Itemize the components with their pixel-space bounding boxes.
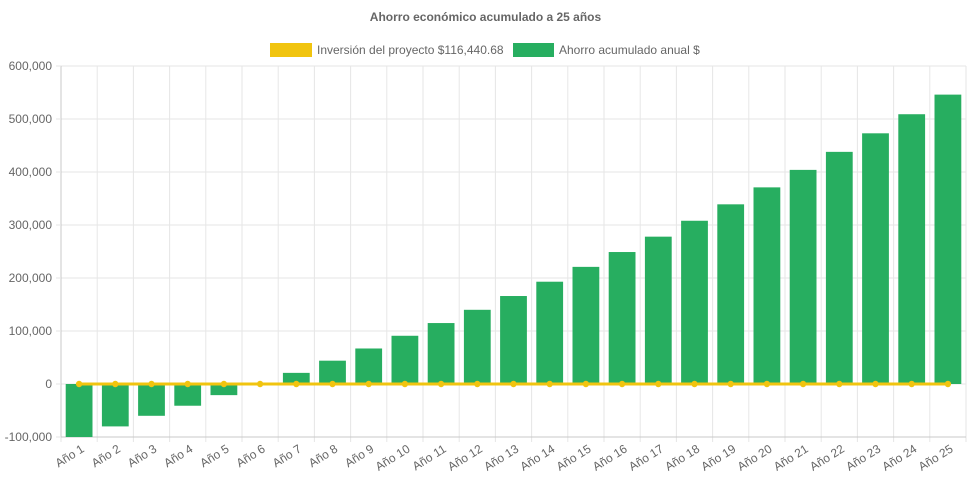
y-axis: 600,000 500,000 400,000 300,000 200,000 100,0… — [5, 59, 61, 444]
bar — [210, 384, 238, 396]
bar — [319, 360, 346, 384]
x-tick-label: Año 18 — [662, 442, 702, 474]
bar — [536, 281, 564, 384]
x-tick-label: Año 12 — [445, 442, 485, 474]
line-point — [944, 380, 952, 388]
line-point — [148, 380, 155, 388]
bar — [355, 348, 383, 384]
y-tick-label: 0 — [45, 377, 52, 391]
x-tick-label: Año 4 — [161, 441, 195, 470]
bar — [427, 323, 455, 384]
x-tick-label: Año 2 — [89, 441, 123, 470]
line-point — [401, 380, 409, 388]
bar — [934, 94, 962, 385]
x-tick-label: Año 13 — [481, 442, 521, 474]
bar — [138, 384, 165, 416]
line-point — [727, 380, 734, 388]
x-tick-label: Año 6 — [234, 441, 268, 470]
x-tick-label: Año 20 — [735, 442, 775, 474]
bars — [65, 94, 962, 437]
line-point — [329, 380, 336, 388]
bar — [101, 384, 129, 427]
y-tick-label: 500,000 — [9, 112, 53, 126]
line-point — [365, 380, 372, 388]
legend-swatch[interactable] — [270, 43, 312, 57]
x-tick-label: Año 15 — [554, 442, 594, 474]
bar — [644, 236, 672, 384]
line-point — [256, 380, 264, 388]
x-tick-label: Año 16 — [590, 442, 630, 474]
legend: Inversión del proyecto $116,440.68 Ahorro… — [270, 43, 700, 57]
x-axis: Año 1 Año 2 Año 3 Año 4 Año 5 Año 6 Año 7 Año 8… — [53, 441, 956, 473]
bar — [572, 266, 600, 384]
bar — [825, 151, 853, 384]
x-tick-label: Año 22 — [807, 442, 847, 474]
bar — [65, 384, 93, 437]
legend-swatch[interactable] — [513, 43, 554, 57]
x-tick-label: Año 7 — [270, 441, 304, 470]
y-tick-label: 200,000 — [9, 271, 53, 285]
x-tick-label: Año 19 — [699, 442, 739, 474]
x-tick-label: Año 5 — [197, 441, 231, 470]
bar — [898, 114, 926, 384]
x-tick-label: Año 14 — [518, 442, 558, 474]
bar — [681, 220, 708, 384]
x-tick-label: Año 11 — [410, 442, 449, 474]
y-tick-label: -100,000 — [5, 430, 53, 444]
line-point — [836, 380, 843, 388]
line-point — [655, 380, 662, 388]
line-point — [474, 380, 481, 388]
line-point — [75, 380, 83, 388]
bar — [391, 335, 419, 384]
line-series — [75, 380, 952, 388]
line-point — [872, 380, 879, 388]
line-point — [618, 380, 626, 388]
line-point — [691, 380, 698, 388]
chart-title: Ahorro económico acumulado a 25 años — [370, 10, 602, 24]
bar — [174, 384, 202, 406]
x-tick-label: Año 10 — [373, 442, 413, 474]
y-tick-label: 100,000 — [9, 324, 53, 338]
line-point — [546, 380, 553, 388]
legend-label[interactable]: Inversión del proyecto $116,440.68 — [317, 43, 504, 57]
legend-label[interactable]: Ahorro acumulado anual $ — [559, 43, 700, 57]
bar — [753, 187, 781, 384]
line-point — [437, 380, 445, 388]
line-point — [220, 380, 228, 388]
line-point — [763, 380, 771, 388]
x-tick-label: Año 21 — [771, 442, 811, 474]
x-tick-label: Año 24 — [880, 442, 920, 474]
x-tick-label: Año 17 — [626, 442, 666, 474]
bar — [789, 169, 817, 384]
line-point — [582, 380, 590, 388]
bar — [717, 204, 745, 384]
bar — [463, 309, 491, 384]
x-tick-label: Año 8 — [306, 441, 340, 470]
line-point — [799, 380, 807, 388]
y-tick-label: 300,000 — [9, 218, 53, 232]
line-point — [510, 380, 517, 388]
bar — [862, 133, 889, 384]
line-point — [293, 380, 300, 388]
line-point — [112, 380, 119, 388]
bar — [608, 252, 636, 384]
y-tick-label: 600,000 — [9, 59, 53, 73]
x-tick-label: Año 23 — [843, 442, 883, 474]
gridlines — [60, 65, 967, 442]
bar — [500, 296, 527, 384]
x-tick-label: Año 25 — [916, 442, 956, 474]
line-point — [184, 380, 191, 388]
x-tick-label: Año 9 — [342, 441, 376, 470]
x-tick-label: Año 1 — [53, 441, 87, 470]
bar — [282, 372, 310, 384]
x-tick-label: Año 3 — [125, 441, 159, 470]
line-point — [908, 380, 915, 388]
y-tick-label: 400,000 — [9, 165, 53, 179]
